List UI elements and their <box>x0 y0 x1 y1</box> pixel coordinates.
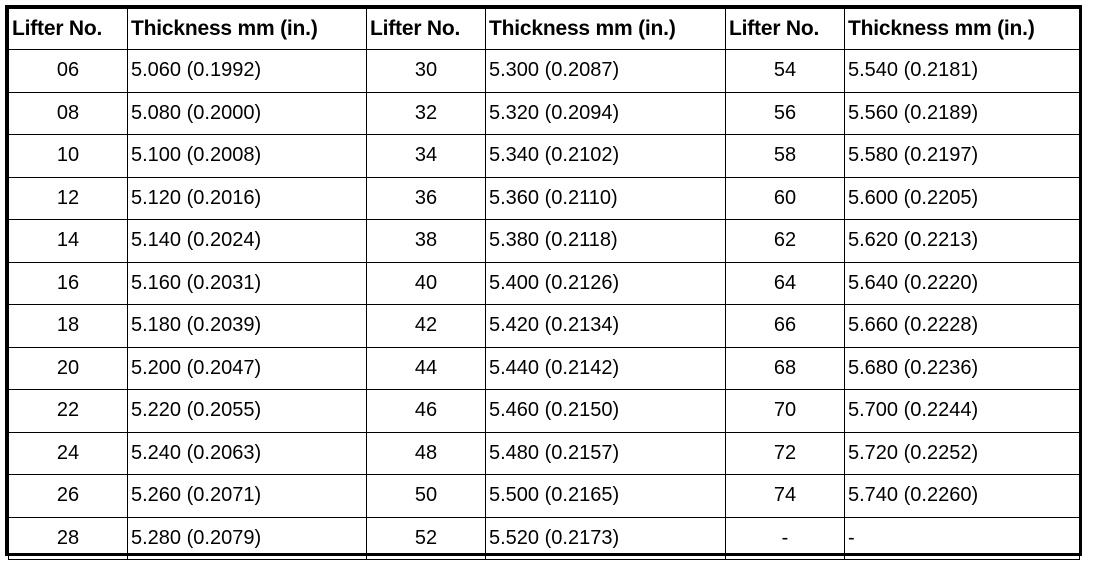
lifter-number-cell: 58 <box>725 134 845 178</box>
lifter-number-cell: 20 <box>8 346 128 390</box>
lifter-number-cell: 06 <box>8 49 128 93</box>
table-row: 28 5.280 (0.2079) 52 5.520 (0.2173) - - <box>8 516 1080 560</box>
thickness-cell: 5.420 (0.2134) <box>485 304 726 348</box>
lifter-number-cell: 16 <box>8 261 128 305</box>
table-row: 22 5.220 (0.2055) 46 5.460 (0.2150) 70 5.700 … <box>8 389 1080 433</box>
thickness-cell: 5.480 (0.2157) <box>485 431 726 475</box>
lifter-number-cell: 34 <box>366 134 486 178</box>
lifter-number-cell: 30 <box>366 49 486 93</box>
thickness-cell: 5.080 (0.2000) <box>127 91 367 135</box>
lifter-thickness-table: Lifter No. Thickness mm (in.) Lifter No.… <box>8 8 1080 560</box>
thickness-cell: 5.680 (0.2236) <box>844 346 1080 390</box>
thickness-cell: 5.220 (0.2055) <box>127 389 367 433</box>
thickness-cell: 5.320 (0.2094) <box>485 91 726 135</box>
lifter-number-cell: 42 <box>366 304 486 348</box>
thickness-cell: 5.200 (0.2047) <box>127 346 367 390</box>
thickness-cell: 5.120 (0.2016) <box>127 176 367 220</box>
thickness-cell: 5.160 (0.2031) <box>127 261 367 305</box>
lifter-number-cell: 50 <box>366 474 486 518</box>
lifter-thickness-table-frame: Lifter No. Thickness mm (in.) Lifter No.… <box>5 5 1082 560</box>
lifter-number-cell: 40 <box>366 261 486 305</box>
thickness-cell: 5.500 (0.2165) <box>485 474 726 518</box>
thickness-cell: 5.740 (0.2260) <box>844 474 1080 518</box>
thickness-cell: 5.140 (0.2024) <box>127 219 367 263</box>
lifter-number-cell: 10 <box>8 134 128 178</box>
table-row: 12 5.120 (0.2016) 36 5.360 (0.2110) 60 5.600 … <box>8 176 1080 220</box>
lifter-number-cell: 44 <box>366 346 486 390</box>
lifter-number-cell: 62 <box>725 219 845 263</box>
thickness-cell: - <box>844 516 1080 560</box>
table-row: 14 5.140 (0.2024) 38 5.380 (0.2118) 62 5.620 … <box>8 219 1080 263</box>
column-header-thickness: Thickness mm (in.) <box>485 8 726 50</box>
thickness-cell: 5.460 (0.2150) <box>485 389 726 433</box>
thickness-cell: 5.360 (0.2110) <box>485 176 726 220</box>
lifter-number-cell: 38 <box>366 219 486 263</box>
table-row: 06 5.060 (0.1992) 30 5.300 (0.2087) 54 5.540 … <box>8 49 1080 93</box>
thickness-cell: 5.600 (0.2205) <box>844 176 1080 220</box>
lifter-number-cell: - <box>725 516 845 560</box>
column-header-thickness: Thickness mm (in.) <box>127 8 367 50</box>
lifter-number-cell: 52 <box>366 516 486 560</box>
lifter-number-cell: 14 <box>8 219 128 263</box>
lifter-number-cell: 66 <box>725 304 845 348</box>
thickness-cell: 5.100 (0.2008) <box>127 134 367 178</box>
table-row: 08 5.080 (0.2000) 32 5.320 (0.2094) 56 5.560 … <box>8 91 1080 135</box>
lifter-number-cell: 70 <box>725 389 845 433</box>
thickness-cell: 5.380 (0.2118) <box>485 219 726 263</box>
lifter-number-cell: 56 <box>725 91 845 135</box>
lifter-number-cell: 26 <box>8 474 128 518</box>
lifter-number-cell: 28 <box>8 516 128 560</box>
lifter-number-cell: 74 <box>725 474 845 518</box>
thickness-cell: 5.640 (0.2220) <box>844 261 1080 305</box>
lifter-number-cell: 54 <box>725 49 845 93</box>
thickness-cell: 5.260 (0.2071) <box>127 474 367 518</box>
lifter-number-cell: 32 <box>366 91 486 135</box>
lifter-number-cell: 60 <box>725 176 845 220</box>
table-row: 10 5.100 (0.2008) 34 5.340 (0.2102) 58 5.580 … <box>8 134 1080 178</box>
thickness-cell: 5.660 (0.2228) <box>844 304 1080 348</box>
column-header-lifter-no: Lifter No. <box>725 8 845 50</box>
thickness-cell: 5.280 (0.2079) <box>127 516 367 560</box>
column-header-lifter-no: Lifter No. <box>8 8 128 50</box>
table-row: 26 5.260 (0.2071) 50 5.500 (0.2165) 74 5.740 … <box>8 474 1080 518</box>
thickness-cell: 5.400 (0.2126) <box>485 261 726 305</box>
lifter-number-cell: 24 <box>8 431 128 475</box>
table-row: 18 5.180 (0.2039) 42 5.420 (0.2134) 66 5.660 … <box>8 304 1080 348</box>
table-header-row: Lifter No. Thickness mm (in.) Lifter No.… <box>8 8 1080 50</box>
lifter-number-cell: 18 <box>8 304 128 348</box>
thickness-cell: 5.520 (0.2173) <box>485 516 726 560</box>
lifter-number-cell: 36 <box>366 176 486 220</box>
table-row: 24 5.240 (0.2063) 48 5.480 (0.2157) 72 5.720 … <box>8 431 1080 475</box>
thickness-cell: 5.720 (0.2252) <box>844 431 1080 475</box>
column-header-thickness: Thickness mm (in.) <box>844 8 1080 50</box>
thickness-cell: 5.540 (0.2181) <box>844 49 1080 93</box>
table-row: 20 5.200 (0.2047) 44 5.440 (0.2142) 68 5.680 … <box>8 346 1080 390</box>
lifter-number-cell: 08 <box>8 91 128 135</box>
column-header-lifter-no: Lifter No. <box>366 8 486 50</box>
thickness-cell: 5.700 (0.2244) <box>844 389 1080 433</box>
lifter-number-cell: 22 <box>8 389 128 433</box>
lifter-number-cell: 12 <box>8 176 128 220</box>
thickness-cell: 5.580 (0.2197) <box>844 134 1080 178</box>
table-row: 16 5.160 (0.2031) 40 5.400 (0.2126) 64 5.640 … <box>8 261 1080 305</box>
lifter-number-cell: 64 <box>725 261 845 305</box>
thickness-cell: 5.300 (0.2087) <box>485 49 726 93</box>
thickness-cell: 5.060 (0.1992) <box>127 49 367 93</box>
thickness-cell: 5.560 (0.2189) <box>844 91 1080 135</box>
table-body: 06 5.060 (0.1992) 30 5.300 (0.2087) 54 5.540 … <box>8 49 1080 560</box>
lifter-number-cell: 48 <box>366 431 486 475</box>
thickness-cell: 5.240 (0.2063) <box>127 431 367 475</box>
lifter-number-cell: 68 <box>725 346 845 390</box>
thickness-cell: 5.440 (0.2142) <box>485 346 726 390</box>
lifter-number-cell: 72 <box>725 431 845 475</box>
thickness-cell: 5.340 (0.2102) <box>485 134 726 178</box>
thickness-cell: 5.180 (0.2039) <box>127 304 367 348</box>
lifter-number-cell: 46 <box>366 389 486 433</box>
thickness-cell: 5.620 (0.2213) <box>844 219 1080 263</box>
